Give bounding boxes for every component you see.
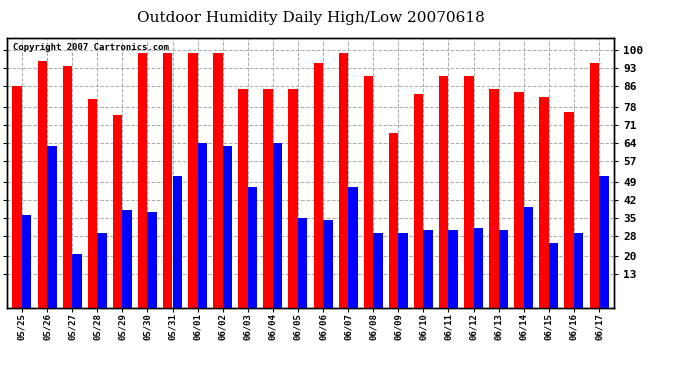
Bar [373,233,383,308]
Text: Outdoor Humidity Daily High/Low 20070618: Outdoor Humidity Daily High/Low 20070618 [137,11,484,25]
Bar [323,220,333,308]
Bar [398,233,408,308]
Bar [197,143,207,308]
Bar [540,97,549,308]
Bar [97,233,107,308]
Bar [489,89,499,308]
Bar [148,212,157,308]
Bar [223,146,233,308]
Bar [339,53,348,307]
Bar [499,230,509,308]
Bar [514,92,524,308]
Bar [248,187,257,308]
Bar [288,89,298,308]
Bar [72,254,81,308]
Bar [213,53,223,307]
Bar [599,176,609,308]
Bar [37,61,47,308]
Bar [473,228,483,308]
Bar [439,76,449,308]
Bar [47,146,57,308]
Bar [138,53,148,307]
Bar [348,187,357,308]
Bar [63,66,72,308]
Text: Copyright 2007 Cartronics.com: Copyright 2007 Cartronics.com [13,43,169,52]
Bar [172,176,182,308]
Bar [549,243,558,308]
Bar [22,215,32,308]
Bar [589,63,599,308]
Bar [298,217,308,308]
Bar [564,112,574,308]
Bar [313,63,323,308]
Bar [163,53,172,307]
Bar [448,230,458,308]
Bar [238,89,248,308]
Bar [388,133,398,308]
Bar [414,94,424,308]
Bar [112,115,122,308]
Bar [264,89,273,308]
Bar [574,233,584,308]
Bar [464,76,473,308]
Bar [364,76,373,308]
Bar [88,99,97,308]
Bar [273,143,282,308]
Bar [122,210,132,308]
Bar [524,207,533,308]
Bar [12,86,22,308]
Bar [424,230,433,308]
Bar [188,53,197,307]
